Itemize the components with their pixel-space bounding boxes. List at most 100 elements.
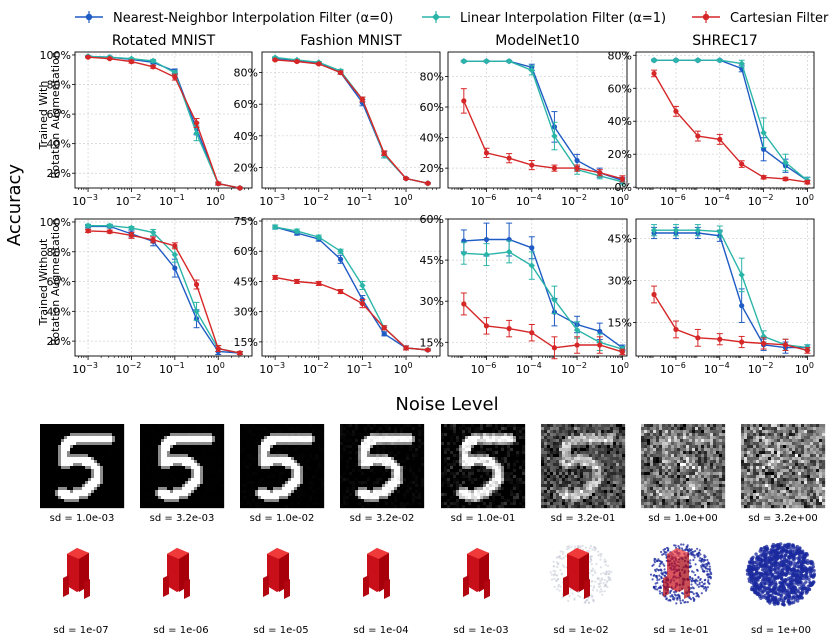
mnist-pixel bbox=[507, 430, 511, 434]
mnist-pixel bbox=[52, 484, 56, 488]
mnist-pixel bbox=[421, 499, 425, 503]
mnist-pixel bbox=[318, 502, 322, 506]
mnist-pixel bbox=[52, 457, 56, 461]
mnist-pixel bbox=[255, 448, 259, 452]
mnist-pixel bbox=[406, 484, 410, 488]
mnist-pixel bbox=[361, 448, 365, 452]
series-line bbox=[274, 226, 428, 351]
mnist-pixel bbox=[400, 487, 404, 491]
mnist-pixel bbox=[200, 436, 204, 440]
mnist-pixel bbox=[212, 466, 216, 470]
mnist-pixel bbox=[471, 445, 475, 449]
mnist-pixel bbox=[203, 481, 207, 485]
mnist-pixel bbox=[261, 424, 265, 428]
mnist-pixel bbox=[79, 424, 83, 428]
mnist-pixel bbox=[149, 499, 153, 503]
mnist-pixel bbox=[200, 463, 204, 467]
x-tick-label: 10−2 bbox=[748, 361, 774, 376]
mnist-pixel bbox=[349, 454, 353, 458]
y-tick-label: 30% bbox=[608, 275, 632, 288]
mnist-pixel bbox=[367, 433, 371, 437]
mnist-pixel bbox=[382, 463, 386, 467]
x-tick-label: 100 bbox=[795, 361, 814, 376]
mnist-pixel bbox=[507, 427, 511, 431]
mnist-pixel bbox=[97, 460, 101, 464]
mnist-pixel bbox=[252, 475, 256, 479]
mnist-pixel bbox=[52, 433, 56, 437]
mnist-pixel bbox=[218, 505, 222, 509]
mnist-pixel bbox=[49, 466, 53, 470]
mnist-pixel bbox=[73, 436, 77, 440]
mnist-pixel bbox=[212, 427, 216, 431]
mnist-pixel bbox=[240, 484, 244, 488]
mnist-pixel bbox=[112, 439, 116, 443]
mnist-pixel bbox=[170, 478, 174, 482]
mnist-pixel bbox=[282, 499, 286, 503]
y-tick-label: 30% bbox=[234, 306, 258, 319]
mnist-pixel bbox=[412, 505, 416, 509]
x-tick-label: 100 bbox=[393, 361, 412, 376]
mnist-pixel bbox=[382, 451, 386, 455]
mnist-pixel bbox=[288, 427, 292, 431]
mnist-pixel bbox=[140, 490, 144, 494]
mnist-pixel bbox=[55, 463, 59, 467]
mnist-pixel bbox=[318, 454, 322, 458]
mnist-pixel bbox=[355, 505, 359, 509]
mnist-pixel bbox=[385, 496, 389, 500]
mnist-pixel bbox=[194, 496, 198, 500]
mnist-pixel bbox=[510, 460, 514, 464]
mnist-pixel bbox=[140, 451, 144, 455]
mnist-pixel bbox=[264, 490, 268, 494]
mnist-pixel bbox=[88, 505, 92, 509]
mnist-pixel bbox=[221, 469, 225, 473]
mnist-pixel bbox=[76, 496, 80, 500]
mnist-pixel bbox=[243, 484, 247, 488]
mnist-pixel bbox=[279, 436, 283, 440]
mnist-pixel bbox=[246, 430, 250, 434]
mnist-pixel bbox=[379, 478, 383, 482]
mnist-pixel bbox=[191, 457, 195, 461]
mnist-pixel bbox=[185, 484, 189, 488]
mnist-pixel bbox=[297, 433, 301, 437]
mnist-pixel bbox=[200, 433, 204, 437]
mnist-pixel bbox=[300, 445, 304, 449]
mnist-pixel bbox=[88, 454, 92, 458]
mnist-pixel bbox=[185, 496, 189, 500]
mnist-pixel bbox=[370, 487, 374, 491]
mnist-pixel bbox=[403, 436, 407, 440]
mnist-pixel bbox=[303, 493, 307, 497]
mnist-pixel bbox=[249, 475, 253, 479]
mnist-pixel bbox=[294, 436, 298, 440]
mnist-pixel bbox=[358, 499, 362, 503]
mnist-pixel bbox=[291, 487, 295, 491]
mnist-pixel bbox=[221, 505, 225, 509]
chart-panel: 20%40%60%80%100%10−3 10−2 10−1 100 bbox=[40, 216, 253, 376]
mnist-pixel bbox=[112, 448, 116, 452]
data-point bbox=[293, 227, 301, 235]
mnist-pixel bbox=[483, 427, 487, 431]
mnist-pixel bbox=[264, 451, 268, 455]
mnist-pixel bbox=[444, 433, 448, 437]
mnist-pixel bbox=[340, 478, 344, 482]
mnist-pixel bbox=[155, 478, 159, 482]
mnist-pixel bbox=[212, 496, 216, 500]
mnist-pixel bbox=[43, 505, 47, 509]
mnist-pixel bbox=[385, 505, 389, 509]
mnist-pixel bbox=[346, 484, 350, 488]
mnist-pixel bbox=[394, 505, 398, 509]
mnist-pixel bbox=[412, 487, 416, 491]
mnist-pixel bbox=[477, 469, 481, 473]
mnist-pixel bbox=[483, 442, 487, 446]
mnist-pixel bbox=[40, 469, 44, 473]
mnist-pixel bbox=[403, 502, 407, 506]
mnist-pixel bbox=[276, 433, 280, 437]
mnist-pixel bbox=[519, 454, 523, 458]
mnist-pixel bbox=[294, 448, 298, 452]
mnist-pixel bbox=[212, 505, 216, 509]
mnist-pixel bbox=[367, 466, 371, 470]
mnist-pixel bbox=[46, 424, 50, 428]
mnist-pixel bbox=[504, 430, 508, 434]
mnist-pixel bbox=[318, 484, 322, 488]
mnist-pixel bbox=[94, 466, 98, 470]
mnist-pixel bbox=[94, 496, 98, 500]
